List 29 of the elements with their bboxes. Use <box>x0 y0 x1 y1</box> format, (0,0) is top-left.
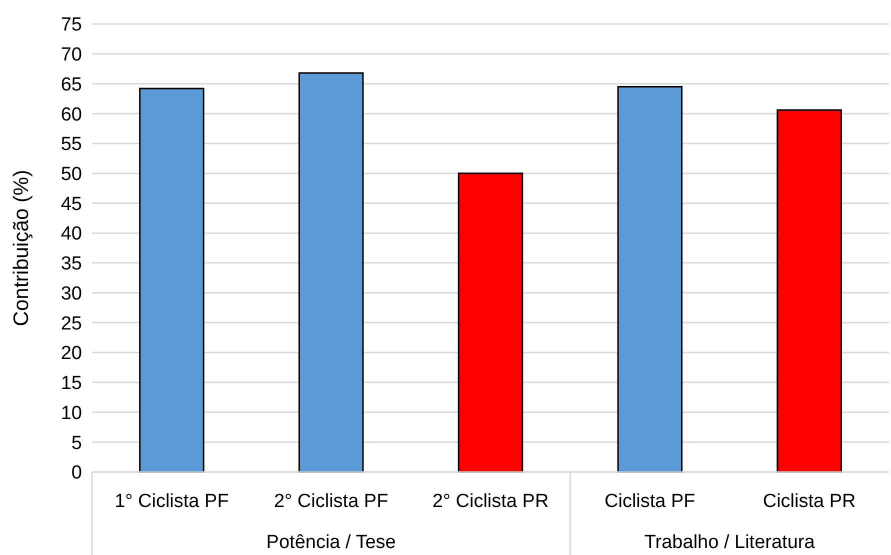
y-tick-label: 20 <box>60 343 82 364</box>
bar <box>617 86 683 473</box>
x-tick-label: 2° Ciclista PF <box>274 491 388 512</box>
bar <box>776 109 842 473</box>
y-axis-title: Contribuição (%) <box>10 170 33 326</box>
x-tick-label: 2° Ciclista PR <box>432 491 549 512</box>
y-tick-label: 5 <box>71 432 82 454</box>
x-tick-label: Ciclista PR <box>762 491 856 512</box>
y-tick-label: 35 <box>60 254 82 275</box>
x-tick-label: 1° Ciclista PF <box>114 491 229 512</box>
y-tick-label: 0 <box>71 462 82 484</box>
text: Potência / Tese <box>266 532 396 553</box>
y-tick-label: 60 <box>60 104 82 126</box>
y-tick-label: 45 <box>60 194 82 215</box>
x-tick-label: Ciclista PF <box>604 491 696 512</box>
y-tick-label: 15 <box>60 373 82 394</box>
y-tick-label: 40 <box>60 224 82 245</box>
y-tick-label: 70 <box>60 44 82 66</box>
y-tick-label: 10 <box>60 402 82 424</box>
bar <box>298 72 364 473</box>
y-tick-label: 25 <box>60 313 82 334</box>
y-tick-label: 50 <box>60 164 82 185</box>
text: Trabalho / Literatura <box>644 532 816 553</box>
bar <box>139 88 204 473</box>
y-tick-label: 65 <box>60 74 82 96</box>
y-tick-label: 55 <box>60 134 82 156</box>
bar <box>458 172 524 473</box>
y-tick-label: 30 <box>60 283 82 304</box>
y-tick-label: 75 <box>60 14 82 36</box>
